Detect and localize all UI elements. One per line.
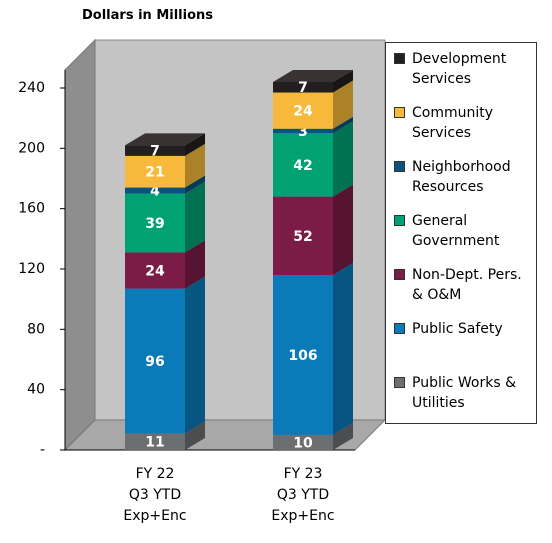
bar-segment	[125, 193, 185, 253]
legend-label: Public Works & Utilities	[412, 375, 516, 411]
y-tick-label: 80	[27, 321, 45, 337]
value-label: 7	[150, 144, 160, 160]
bar-side	[185, 240, 205, 289]
x-tick-line: FY 23	[284, 466, 323, 482]
legend-entry: Public Safety	[394, 319, 532, 373]
bar-side	[333, 263, 353, 435]
x-tick-line: Exp+Enc	[271, 508, 334, 524]
legend-swatch	[394, 323, 405, 334]
bar-side	[333, 121, 353, 197]
bar-segment	[273, 128, 333, 134]
value-label: 21	[145, 165, 164, 181]
value-label: 11	[145, 435, 164, 451]
bar-side	[185, 143, 205, 188]
bar-top	[273, 69, 353, 82]
legend-label: Community Services	[412, 105, 494, 141]
bar-segment	[125, 187, 185, 194]
side-wall	[64, 38, 96, 452]
bar-segment	[125, 288, 185, 434]
bar-side	[185, 133, 205, 156]
value-label: 24	[145, 264, 165, 280]
legend-swatch	[394, 107, 405, 118]
value-label: 96	[145, 354, 164, 370]
bar-side	[185, 175, 205, 194]
value-label: 3	[298, 124, 308, 140]
bar-side	[333, 422, 353, 450]
x-tick-label: FY 23 Q3 YTD Exp+Enc	[271, 466, 334, 524]
value-label: 52	[293, 229, 312, 245]
value-label: 42	[293, 158, 312, 174]
legend-label: General Government	[412, 213, 500, 249]
legend-entry: Development Services	[394, 49, 532, 103]
bar-segment	[125, 252, 185, 289]
legend-swatch	[394, 161, 405, 172]
bar-segment	[125, 155, 185, 188]
legend-swatch	[394, 215, 405, 226]
bar-segment	[273, 92, 333, 129]
value-label: 24	[293, 104, 313, 120]
legend-swatch	[394, 269, 405, 280]
legend-label: Public Safety	[412, 321, 503, 337]
value-label: 39	[145, 216, 164, 232]
x-tick-line: FY 22	[136, 466, 175, 482]
y-tick-label: 40	[27, 382, 45, 398]
legend-label: Development Services	[412, 51, 507, 87]
value-label: 7	[298, 80, 308, 96]
x-tick-line: Q3 YTD	[129, 487, 181, 503]
bar-segment	[273, 133, 333, 197]
x-tick-line: Exp+Enc	[123, 508, 186, 524]
bar-segment	[273, 275, 333, 435]
legend-entry: Community Services	[394, 103, 532, 157]
legend-swatch	[394, 53, 405, 64]
bar-segment	[125, 433, 185, 450]
bar-side	[185, 421, 205, 450]
bar-top	[125, 133, 205, 146]
y-tick-label: 160	[18, 201, 45, 217]
bar-segment	[273, 81, 333, 93]
bar-side	[185, 276, 205, 434]
y-tick-label: -	[40, 442, 45, 458]
x-tick-label: FY 22 Q3 YTD Exp+Enc	[123, 466, 186, 524]
legend-swatch	[394, 377, 405, 388]
legend-entry: Neighborhood Resources	[394, 157, 532, 211]
legend-entry: Public Works & Utilities	[394, 373, 532, 427]
value-label: 10	[293, 435, 313, 451]
bar-side	[333, 116, 353, 134]
legend: Development Services Community Services Ne…	[385, 42, 537, 424]
bar-segment	[125, 145, 185, 156]
y-tick-label: 120	[18, 261, 45, 277]
bar-segment	[273, 434, 333, 450]
bar-side	[333, 80, 353, 129]
bar-segment	[273, 196, 333, 276]
legend-entry: General Government	[394, 211, 532, 265]
chart-title: Dollars in Millions	[82, 8, 214, 23]
y-tick-label: 240	[18, 80, 45, 96]
bar-side	[185, 181, 205, 253]
legend-label: Neighborhood Resources	[412, 159, 511, 195]
y-tick-label: 200	[18, 140, 45, 156]
legend-label: Non-Dept. Pers. & O&M	[412, 267, 522, 303]
value-label: 106	[288, 348, 317, 364]
x-tick-line: Q3 YTD	[277, 487, 329, 503]
legend-entry: Non-Dept. Pers. & O&M	[394, 265, 532, 319]
bar-side	[333, 69, 353, 93]
bar-side	[333, 184, 353, 276]
value-label: 4	[150, 184, 160, 200]
